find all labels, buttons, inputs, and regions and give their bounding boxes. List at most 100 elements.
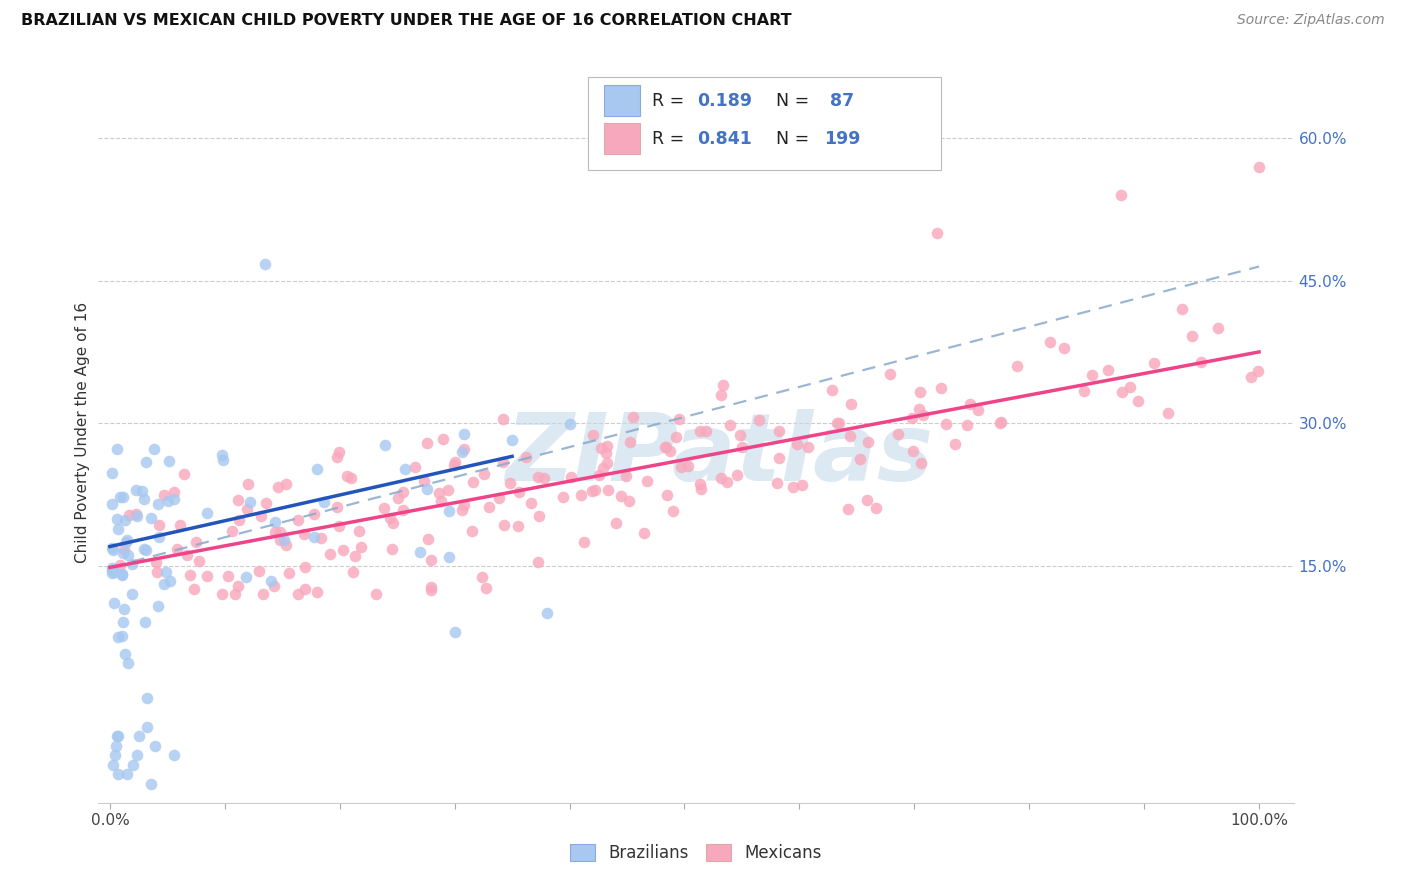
Point	[121, 586, 143, 600]
Point	[101, 496, 124, 510]
Point	[326, 500, 349, 514]
Point	[1247, 160, 1270, 174]
Point	[908, 385, 931, 400]
Point	[1247, 363, 1270, 377]
Point	[492, 517, 515, 532]
Point	[115, 767, 138, 781]
Point	[413, 474, 436, 488]
Point	[391, 485, 413, 500]
Point	[112, 491, 135, 505]
Point	[1081, 368, 1104, 382]
Point	[837, 501, 859, 516]
Point	[499, 475, 522, 490]
Point	[569, 488, 592, 502]
Point	[1189, 355, 1212, 369]
Point	[146, 599, 169, 613]
Point	[589, 441, 612, 455]
Text: Source: ZipAtlas.com: Source: ZipAtlas.com	[1237, 13, 1385, 28]
Text: BRAZILIAN VS MEXICAN CHILD POVERTY UNDER THE AGE OF 16 CORRELATION CHART: BRAZILIAN VS MEXICAN CHILD POVERTY UNDER…	[21, 13, 792, 29]
Point	[558, 417, 581, 431]
Point	[145, 555, 167, 569]
Point	[848, 452, 870, 467]
Point	[235, 569, 257, 583]
Point	[453, 427, 475, 442]
Point	[110, 490, 132, 504]
Point	[239, 494, 262, 508]
Point	[533, 471, 555, 485]
Point	[419, 553, 441, 567]
Point	[588, 467, 610, 482]
Point	[195, 506, 218, 520]
Point	[581, 483, 603, 498]
Point	[148, 530, 170, 544]
Point	[217, 568, 239, 582]
Point	[427, 486, 450, 500]
Point	[188, 554, 211, 568]
Point	[274, 477, 297, 491]
Point	[101, 467, 124, 481]
Point	[117, 656, 139, 670]
Text: 87: 87	[824, 92, 853, 110]
Point	[319, 547, 342, 561]
Point	[416, 532, 439, 546]
Point	[254, 257, 277, 271]
Point	[112, 601, 135, 615]
Point	[488, 491, 510, 505]
Point	[520, 495, 543, 509]
Point	[378, 510, 401, 524]
Point	[101, 564, 124, 578]
Point	[492, 412, 515, 426]
Point	[443, 454, 465, 468]
Point	[302, 530, 325, 544]
Point	[716, 475, 738, 489]
Point	[710, 471, 733, 485]
Point	[463, 475, 485, 489]
Point	[101, 561, 124, 575]
Point	[374, 438, 396, 452]
Point	[582, 428, 605, 442]
Point	[614, 469, 637, 483]
Point	[409, 545, 432, 559]
Point	[169, 517, 191, 532]
Point	[228, 513, 250, 527]
Point	[226, 579, 249, 593]
Point	[141, 510, 163, 524]
Point	[350, 540, 373, 554]
Point	[115, 535, 138, 549]
Point	[122, 757, 145, 772]
Point	[135, 543, 157, 558]
Point	[146, 566, 169, 580]
Point	[710, 388, 733, 402]
Text: ZIPatlas: ZIPatlas	[506, 409, 934, 500]
Point	[226, 493, 249, 508]
Point	[935, 417, 957, 432]
Point	[474, 581, 496, 595]
Point	[792, 477, 814, 491]
Point	[134, 541, 156, 556]
Point	[326, 450, 349, 465]
Point	[128, 730, 150, 744]
Point	[114, 513, 136, 527]
Point	[821, 383, 844, 397]
Point	[665, 429, 688, 443]
Point	[959, 397, 981, 411]
Point	[910, 456, 932, 470]
Point	[553, 490, 575, 504]
Point	[103, 748, 125, 763]
Point	[104, 739, 127, 753]
Point	[115, 533, 138, 547]
Point	[112, 615, 135, 629]
Point	[146, 497, 169, 511]
Point	[879, 367, 901, 381]
Point	[927, 227, 949, 241]
Point	[1073, 384, 1095, 398]
Point	[451, 445, 474, 459]
Point	[328, 445, 350, 459]
Point	[112, 541, 135, 556]
Y-axis label: Child Poverty Under the Age of 16: Child Poverty Under the Age of 16	[75, 302, 90, 563]
Point	[311, 532, 333, 546]
Point	[107, 512, 129, 526]
Point	[111, 629, 134, 643]
Point	[654, 440, 676, 454]
Point	[148, 518, 170, 533]
